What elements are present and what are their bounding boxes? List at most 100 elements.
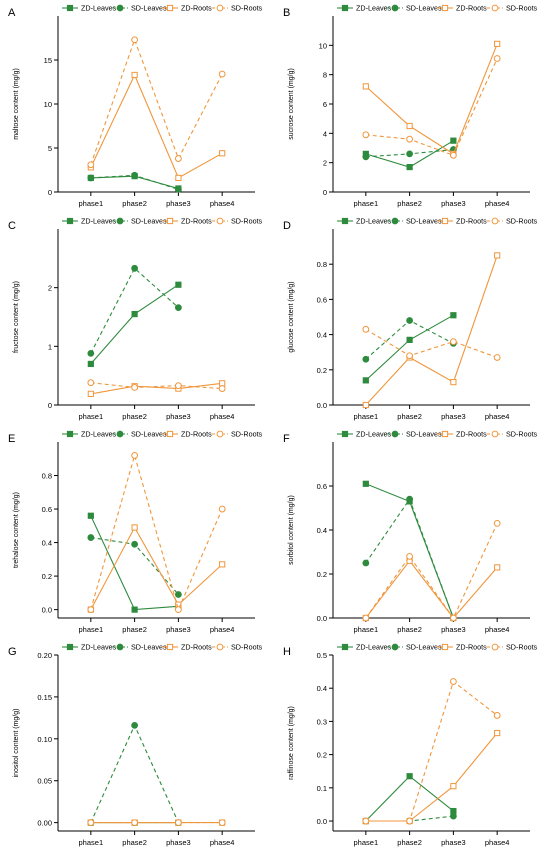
data-point <box>175 174 182 182</box>
series-line <box>365 523 498 620</box>
series-zd-roots <box>362 40 501 157</box>
legend-swatch-marker <box>116 430 124 438</box>
y-axis-label: sorbitol content (mg/g) <box>288 495 295 565</box>
series-line <box>90 453 223 612</box>
legend-swatch-marker <box>391 217 399 225</box>
y-tick-label: 0.3 <box>317 717 327 726</box>
y-tick-label: 5 <box>48 144 52 153</box>
data-point <box>450 783 457 790</box>
legend-label: ZD-Roots <box>456 4 487 13</box>
y-axis-label: fructose content (mg/g) <box>13 281 20 353</box>
data-point <box>450 137 457 144</box>
data-point <box>362 401 369 409</box>
series-sd-roots <box>87 819 226 827</box>
legend-swatch-marker <box>66 4 74 12</box>
data-point <box>494 729 501 737</box>
series-line <box>90 382 223 395</box>
panel-label: D <box>283 220 291 232</box>
legend-label: ZD-Roots <box>456 643 487 652</box>
data-point <box>449 812 457 820</box>
legend-swatch-marker <box>491 4 499 12</box>
data-point <box>131 722 139 729</box>
data-point <box>131 71 138 79</box>
data-point <box>493 354 501 361</box>
y-tick-label: 0.0 <box>317 401 327 410</box>
y-tick-label: 0 <box>48 188 52 197</box>
legend-swatch-marker <box>491 643 499 651</box>
data-point <box>362 325 370 333</box>
data-point <box>174 382 182 390</box>
data-point <box>362 83 369 90</box>
legend-swatch-marker <box>166 430 174 438</box>
y-tick-label: 0.0 <box>317 817 327 826</box>
data-point <box>494 40 501 47</box>
series-line <box>90 73 223 179</box>
x-tick-label: phase4 <box>485 838 510 847</box>
series-zd-roots <box>87 380 226 397</box>
y-axis-label: sucrose content (mg/g) <box>288 68 295 140</box>
legend-swatch-marker <box>441 4 449 12</box>
x-tick-label: phase1 <box>354 625 379 634</box>
series-line <box>365 559 498 619</box>
data-point <box>87 390 94 397</box>
legend-label: SD-Leaves <box>131 217 167 226</box>
y-tick-label: 0.0 <box>317 614 327 623</box>
legend-swatch-marker <box>441 643 449 651</box>
panel-label: C <box>8 220 16 232</box>
legend-label: ZD-Leaves <box>356 217 392 226</box>
x-tick-label: phase2 <box>122 412 147 421</box>
y-tick-label: 0.00 <box>37 819 52 828</box>
data-point <box>493 55 501 62</box>
data-point <box>174 591 182 598</box>
legend-label: SD-Leaves <box>131 643 167 652</box>
legend-swatch-marker <box>66 643 74 651</box>
y-tick-label: 0 <box>323 188 327 197</box>
y-tick-label: 0.4 <box>42 539 52 548</box>
data-point <box>87 161 95 169</box>
x-tick-label: phase1 <box>354 412 379 421</box>
y-axis-label: raffinose content (mg/g) <box>288 706 295 780</box>
panel-label: E <box>8 433 15 445</box>
series-sd-roots <box>362 520 501 622</box>
y-tick-label: 0.15 <box>37 693 52 702</box>
y-tick-label: 1 <box>48 342 52 351</box>
y-tick-label: 0.6 <box>317 295 327 304</box>
legend-swatch-marker <box>341 643 349 651</box>
y-axis-label: trehalose content (mg/g) <box>13 492 20 568</box>
panel-label: H <box>283 646 291 658</box>
legend-swatch-marker <box>216 643 224 651</box>
legend-swatch-marker <box>66 217 74 225</box>
data-point <box>362 480 369 487</box>
x-tick-label: phase4 <box>485 199 510 208</box>
data-point <box>87 534 95 541</box>
x-tick-label: phase1 <box>79 625 104 634</box>
data-point <box>406 817 414 825</box>
legend-label: SD-Roots <box>506 643 538 652</box>
x-tick-label: phase2 <box>122 199 147 208</box>
chart-panel-d: D 0.0 0.2 0.4 0.6 0.8 phase1 phase2 phase3 phase4… <box>283 217 538 421</box>
series-sd-roots <box>87 379 226 392</box>
legend: ZD-Leaves SD-Leaves ZD-Roots SD-Roots <box>62 4 263 13</box>
legend-label: SD-Leaves <box>131 430 167 439</box>
x-tick-label: phase2 <box>397 625 422 634</box>
legend-label: SD-Leaves <box>406 430 442 439</box>
x-tick-label: phase2 <box>122 625 147 634</box>
data-point <box>449 151 457 159</box>
data-point <box>219 380 226 387</box>
series-sd-leaves <box>87 171 182 193</box>
legend-label: SD-Roots <box>231 4 263 13</box>
legend-swatch-marker <box>116 643 124 651</box>
y-tick-label: 0.8 <box>317 260 327 269</box>
series-line <box>365 732 498 822</box>
data-point <box>493 712 501 719</box>
series-line <box>365 775 454 822</box>
y-tick-label: 0.2 <box>317 751 327 760</box>
panel-label: A <box>8 7 16 19</box>
data-point <box>362 377 369 384</box>
series-line <box>365 328 498 359</box>
data-point <box>450 312 457 319</box>
data-point <box>450 379 457 386</box>
legend-swatch-marker <box>491 217 499 225</box>
y-tick-label: 0.6 <box>317 482 327 491</box>
